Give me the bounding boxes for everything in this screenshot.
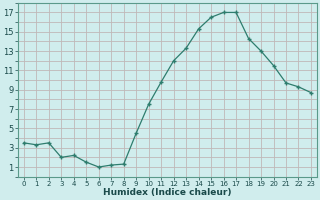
X-axis label: Humidex (Indice chaleur): Humidex (Indice chaleur)	[103, 188, 232, 197]
